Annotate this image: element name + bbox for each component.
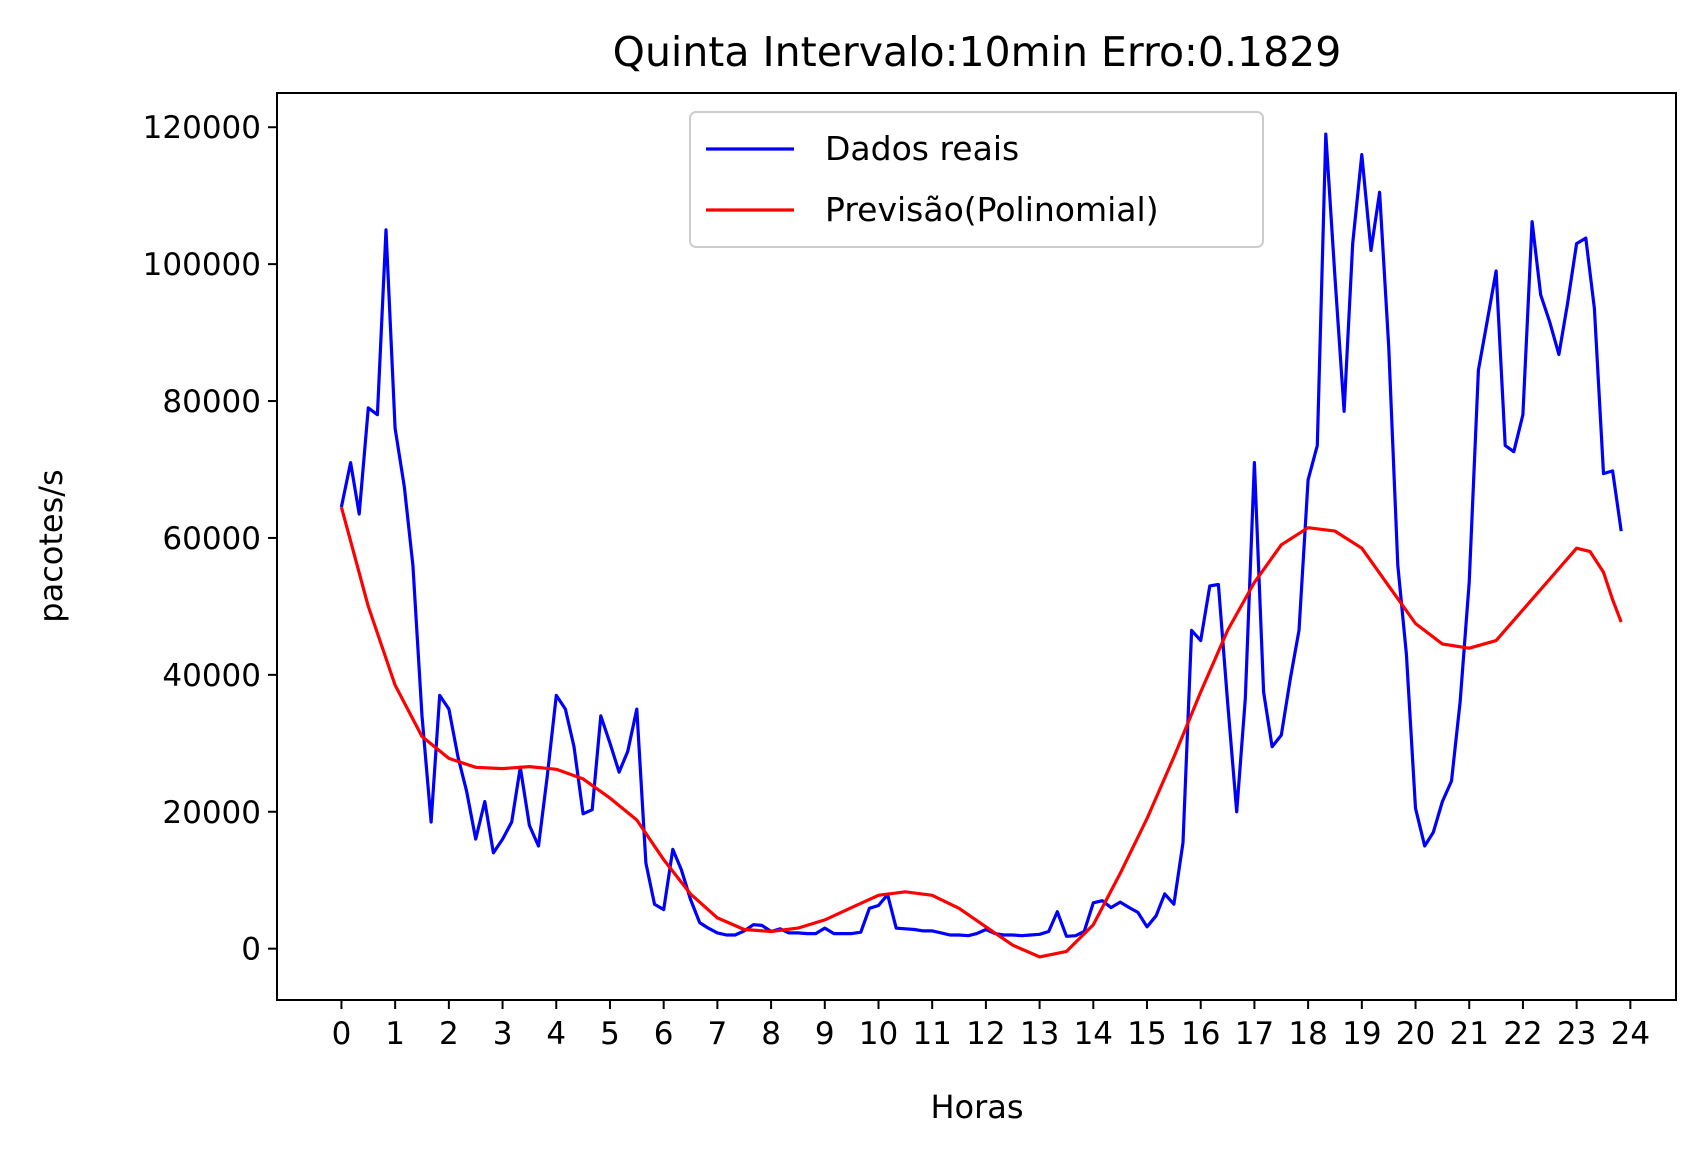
x-tick-label: 23 — [1557, 1016, 1596, 1052]
y-tick-label: 40000 — [162, 658, 261, 694]
legend: Dados reais Previsão(Polinomial) — [689, 111, 1264, 248]
x-axis: 0 1 2 3 4 5 6 7 8 9 10 11 12 13 14 15 16 17 18 19 20 21 22 23 24 — [332, 1000, 1650, 1052]
y-tick-label: 0 — [241, 932, 261, 968]
x-tick-label: 14 — [1074, 1016, 1113, 1052]
x-tick-label: 20 — [1396, 1016, 1435, 1052]
y-tick-label: 80000 — [162, 384, 261, 420]
x-tick-label: 8 — [761, 1016, 781, 1052]
legend-label-previsao: Previsão(Polinomial) — [825, 190, 1159, 229]
x-tick-label: 1 — [385, 1016, 405, 1052]
chart-title: Quinta Intervalo:10min Erro:0.1829 — [613, 28, 1342, 76]
x-tick-label: 6 — [654, 1016, 674, 1052]
x-tick-label: 22 — [1503, 1016, 1542, 1052]
x-tick-label: 10 — [859, 1016, 898, 1052]
x-tick-label: 0 — [332, 1016, 352, 1052]
x-tick-label: 3 — [493, 1016, 513, 1052]
x-tick-label: 4 — [546, 1016, 566, 1052]
x-tick-label: 2 — [439, 1016, 459, 1052]
series-line-0 — [339, 132, 1623, 938]
y-tick-label: 20000 — [162, 795, 261, 831]
y-tick-label: 100000 — [143, 247, 261, 283]
y-axis: 0 20000 40000 60000 80000 100000 120000 — [143, 110, 277, 968]
plot-area — [276, 92, 1677, 1001]
y-axis-title: pacotes/s — [32, 469, 70, 622]
x-tick-label: 5 — [600, 1016, 620, 1052]
x-tick-label: 16 — [1181, 1016, 1220, 1052]
y-tick-label: 60000 — [162, 521, 261, 557]
x-tick-label: 24 — [1611, 1016, 1650, 1052]
x-tick-label: 12 — [966, 1016, 1005, 1052]
x-tick-label: 11 — [912, 1016, 951, 1052]
x-tick-label: 18 — [1288, 1016, 1327, 1052]
x-tick-label: 15 — [1127, 1016, 1166, 1052]
x-tick-label: 19 — [1342, 1016, 1381, 1052]
x-tick-label: 21 — [1450, 1016, 1489, 1052]
x-axis-title: Horas — [930, 1088, 1023, 1126]
legend-label-dados-reais: Dados reais — [825, 129, 1019, 168]
x-tick-label: 13 — [1020, 1016, 1059, 1052]
x-tick-label: 9 — [815, 1016, 835, 1052]
legend-box — [689, 111, 1264, 248]
series-layer — [339, 132, 1623, 959]
x-tick-label: 17 — [1235, 1016, 1274, 1052]
series-line-1 — [339, 506, 1623, 959]
x-tick-label: 7 — [708, 1016, 728, 1052]
y-tick-label: 120000 — [143, 110, 261, 146]
